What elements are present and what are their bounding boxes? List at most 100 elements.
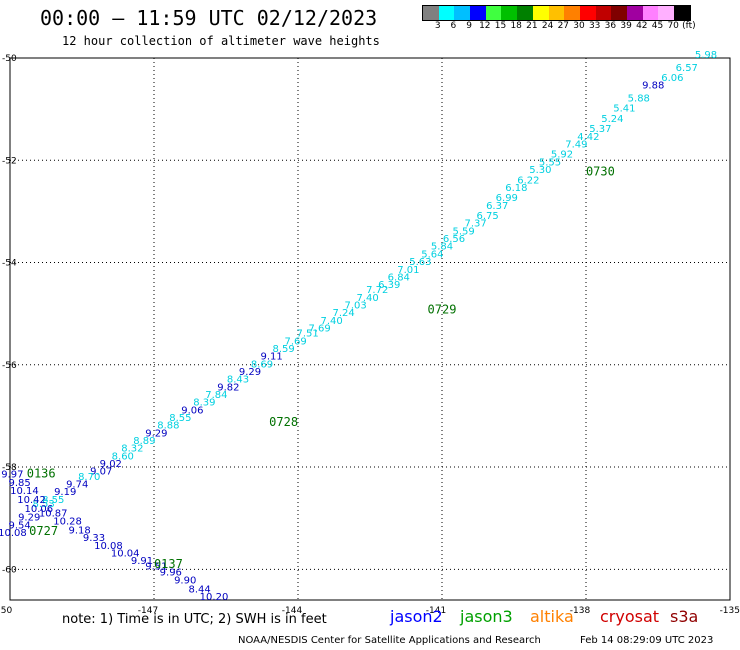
wave-height-reading: 5.37 [589,124,611,135]
wave-height-reading: 10.08 [0,528,27,539]
color-scale-label: 70 [667,21,679,31]
color-scale-label: 15 [494,21,507,31]
color-scale-label: (ft) [682,21,696,31]
pass-time-label: 0728 [269,415,298,429]
wave-height-reading: 10.04 [111,549,140,560]
wave-height-reading: 9.91 [131,556,153,567]
latitude-tick-label: -58 [2,463,17,473]
map-subtitle: 12 hour collection of altimeter wave hei… [62,34,380,48]
color-swatch [595,6,612,20]
wave-height-reading: 8.69 [251,359,273,370]
longitude-tick-label: -138 [570,606,591,616]
wave-height-reading: 9.33 [83,533,105,544]
wave-height-reading: 7.01 [397,265,419,276]
wave-height-reading: 8.39 [193,398,215,409]
color-swatch [674,6,690,20]
wave-height-reading: 8.89 [133,436,155,447]
color-scale-label: 6 [450,21,457,31]
pass-time-label: 0729 [428,303,457,317]
wave-height-reading: 8.60 [112,451,134,462]
wave-height-reading: 8.55 [42,495,64,506]
wave-height-reading: 8.59 [272,344,294,355]
wave-height-reading: 10.14 [10,486,39,497]
wave-height-reading: 9.90 [174,576,196,587]
color-scale-label: 42 [636,21,648,31]
wave-height-reading: 9.82 [217,382,239,393]
credit-text: NOAA/NESDIS Center for Satellite Applica… [238,635,541,646]
longitude-tick-label: -135 [720,606,740,616]
pass-time-label: 0136 [27,466,56,480]
longitude-tick-label: -150 [0,606,12,616]
longitude-tick-label: -141 [426,606,446,616]
color-scale-label: 24 [541,21,554,31]
wave-height-reading: 9.51 [145,561,167,572]
latitude-tick-label: -60 [2,565,17,575]
wave-height-reading: 10.06 [24,504,53,515]
wave-height-reading: 9.18 [68,526,90,537]
wave-height-reading: 9.85 [8,478,30,489]
color-scale-label: 45 [651,21,664,31]
wave-height-reading: 8.43 [227,375,249,386]
pass-time-label: 0137 [154,557,183,571]
wave-height-reading: 8.55 [169,413,191,424]
latitude-tick-label: -54 [2,259,17,269]
wave-height-reading: 5.64 [421,249,443,260]
wave-height-reading: 9.02 [100,459,122,470]
wave-height-reading: 6.99 [496,193,518,204]
color-swatch [485,6,502,20]
wave-height-reading: 7.51 [296,329,318,340]
wave-height-reading: 10.28 [53,516,82,527]
wave-height-reading: 10.42 [17,495,46,506]
latitude-tick-label: -56 [2,361,17,371]
wave-height-reading: 6.56 [443,234,465,245]
wave-height-reading: 6.75 [476,211,498,222]
pass-time-label: 0730 [586,165,615,179]
color-scale-label: 12 [479,21,491,31]
wave-height-reading: 9.07 [90,467,112,478]
color-swatch [642,6,659,20]
wave-height-reading: 5.30 [529,165,551,176]
wave-height-reading: 9.96 [160,567,182,578]
latitude-tick-label: -50 [2,54,17,64]
wave-height-reading: 4.42 [577,132,599,143]
color-scale-label: 3 [434,21,441,31]
wave-height-reading: 5.98 [695,50,717,61]
wave-height-reading: 8.44 [188,584,210,595]
wave-height-reading: 9.88 [642,81,664,92]
wave-height-reading: 7.40 [356,293,378,304]
wave-height-reading: 9.11 [260,352,282,363]
wave-height-reading: 7.37 [464,219,486,230]
color-swatch [470,6,486,20]
legend-s3a: s3a [670,607,699,626]
wave-height-reading: 9.74 [66,480,88,491]
wave-height-reading: 5.55 [539,157,561,168]
wave-height-reading: 5.92 [551,150,573,161]
wave-height-reading: 9.97 [1,469,23,480]
wave-height-reading: 6.39 [378,280,400,291]
latitude-tick-label: -52 [2,156,17,166]
wave-height-reading: 5.24 [601,114,623,125]
wave-height-reading: 9.29 [18,513,40,524]
wave-height-reading: 7.69 [284,336,306,347]
longitude-tick-label: -144 [282,606,303,616]
wave-height-reading: 5.59 [452,226,474,237]
color-scale-bar [422,5,691,21]
color-scale-label: 21 [526,21,538,31]
wave-height-reading: 10.87 [39,509,68,520]
wave-height-reading: 8.32 [121,444,143,455]
color-swatch [517,6,533,20]
color-swatch [438,6,455,20]
wave-height-reading: 5.63 [409,257,431,268]
map-title: 00:00 – 11:59 UTC 02/12/2023 [40,6,378,30]
wave-height-reading: 7.40 [320,316,342,327]
color-swatch [611,6,627,20]
generated-timestamp: Feb 14 08:29:09 UTC 2023 [580,635,714,646]
wave-height-reading: 5.88 [628,93,650,104]
color-swatch [423,6,439,20]
wave-height-reading: 7.24 [332,308,354,319]
wave-height-reading: 6.22 [517,175,539,186]
wave-height-reading: 6.37 [486,201,508,212]
color-scale-label: 30 [573,21,585,31]
wave-height-reading: 6.84 [388,272,410,283]
